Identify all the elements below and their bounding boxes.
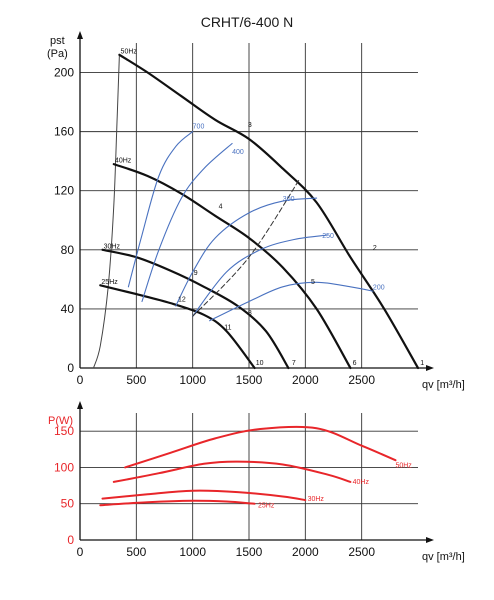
series-line-400 (141, 142, 233, 303)
x-tick-label: 1000 (179, 373, 206, 387)
x-axis-arrow (426, 537, 434, 543)
series-line-200 (209, 281, 374, 322)
x-tick-label: 1000 (179, 545, 206, 559)
series-line-25Hz (99, 499, 256, 507)
annotation-label: 250 (322, 233, 334, 240)
y-tick-label: 200 (54, 66, 74, 80)
annotation-label: 300 (283, 196, 295, 203)
annotation-label: 30Hz (104, 243, 121, 250)
y-axis-arrow (77, 31, 83, 39)
y-tick-label: 150 (54, 424, 74, 438)
annotation-label: 25Hz (101, 279, 118, 286)
annotation-label: 12 (178, 297, 186, 304)
annotation-label: 2 (373, 245, 377, 252)
operating-limit-curve (93, 54, 120, 369)
x-axis-label: qv [m³/h] (422, 379, 465, 391)
x-tick-label: 2500 (348, 545, 375, 559)
series-line-30Hz (101, 489, 307, 502)
x-tick-label: 500 (126, 545, 146, 559)
x-axis-arrow (426, 365, 434, 371)
annotation-label: 10 (256, 360, 264, 367)
y-axis-unit: (Pa) (47, 48, 68, 60)
annotation-label: 4 (219, 203, 223, 210)
annotation-label: 5 (311, 279, 315, 286)
y-tick-label: 50 (61, 497, 75, 511)
annotation-label: 200 (373, 285, 385, 292)
y-tick-label: 120 (54, 184, 74, 198)
series-line-50Hz (124, 425, 397, 469)
pressure-chart: 0 500 1000 1500 2000 2500 0 40 80 120 160 200 pst(Pa… (47, 31, 465, 391)
y-tick-label: 160 (54, 125, 74, 139)
x-tick-label: 2500 (348, 373, 375, 387)
y-tick-label: 40 (61, 302, 75, 316)
x-axis-label: qv [m³/h] (422, 551, 465, 563)
annotation-label: 11 (224, 325, 231, 332)
annotation-label: 1 (420, 360, 424, 367)
x-tick-label: 0 (77, 373, 84, 387)
y-axis-arrow (77, 401, 83, 409)
x-tick-label: 2000 (292, 545, 319, 559)
annotation-label: 400 (232, 149, 244, 156)
series-line-40Hz (112, 460, 352, 483)
y-tick-label: 80 (61, 243, 75, 257)
x-tick-label: 1500 (236, 545, 263, 559)
y-axis-label: P(W) (48, 415, 73, 427)
series-line-700 (127, 131, 194, 288)
x-tick-label: 500 (126, 373, 146, 387)
annotation-label: 50Hz (395, 462, 412, 469)
series-line-40Hz (112, 163, 352, 370)
annotation-label: 6 (353, 360, 357, 367)
series-line-25Hz (99, 284, 256, 370)
x-tick-label: 1500 (236, 373, 263, 387)
annotation-label: 8 (248, 310, 252, 317)
annotation-label: 7 (292, 360, 296, 367)
annotation-label: 30Hz (308, 496, 325, 503)
annotation-label: 40Hz (115, 158, 132, 165)
annotation-label: 9 (194, 270, 198, 277)
annotation-label: 700 (193, 124, 205, 131)
annotation-label: 25Hz (258, 502, 275, 509)
x-tick-label: 2000 (292, 373, 319, 387)
chart-title: CRHT/6-400 N (200, 14, 294, 30)
y-tick-label: 0 (67, 361, 74, 375)
annotation-label: 40Hz (353, 479, 370, 486)
y-tick-label: 100 (54, 460, 74, 474)
x-tick-label: 0 (77, 545, 84, 559)
series-line-250 (192, 234, 329, 317)
annotation-label: 50Hz (121, 48, 138, 55)
y-tick-label: 0 (67, 533, 74, 547)
series-line-system (192, 178, 301, 317)
y-axis-label: pst (50, 35, 65, 47)
series-line-300 (175, 197, 318, 307)
series-line-50Hz (118, 53, 420, 370)
annotation-label: 3 (248, 122, 252, 129)
